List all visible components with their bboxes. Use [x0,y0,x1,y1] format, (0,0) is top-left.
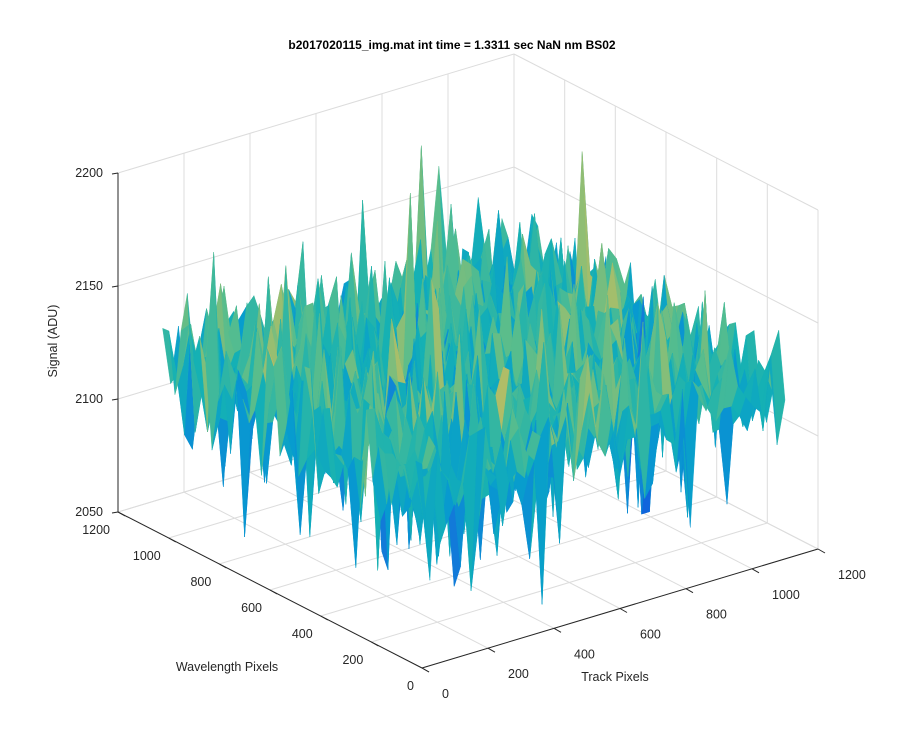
x-tick-label: 200 [508,667,529,681]
x-tick-label: 1200 [838,568,866,582]
y-tick-label: 600 [241,601,262,615]
z-tick-label: 2050 [75,505,103,519]
x-tick-label: 0 [442,687,449,701]
y-tick-label: 200 [342,653,363,667]
surface-patch [415,460,431,581]
x-tick-mark [817,548,826,554]
grid-line-y-floor [320,496,717,617]
grid-line-z-back-right [513,53,819,211]
x-tick-mark [619,608,628,613]
y-tick-mark [269,589,278,595]
grid-line-y-floor [371,522,768,643]
y-tick-mark [219,563,227,569]
y-tick-mark [421,667,430,673]
z-tick-mark [111,511,119,514]
y-axis-label: Wavelength Pixels [176,660,278,674]
x-tick-mark [751,568,760,574]
surface-layer [162,145,786,605]
z-tick-mark [111,398,119,401]
y-tick-mark [168,537,176,543]
x-tick-mark [685,588,694,594]
x-tick-label: 600 [640,628,661,642]
grid-line-z-back-left [117,166,515,287]
x-axis-label: Track Pixels [581,670,649,684]
grid-line-z-back-left [117,53,515,174]
y-tick-label: 1200 [82,523,110,537]
y-tick-mark [117,511,126,517]
z-tick-mark [111,172,119,175]
x-tick-mark [487,647,496,653]
x-tick-mark [553,627,562,633]
y-tick-label: 400 [292,627,313,641]
y-tick-mark [320,615,328,621]
chart-title: b2017020115_img.mat int time = 1.3311 se… [288,38,616,52]
grid-line-z-back-right [513,166,819,324]
y-tick-mark [371,641,379,647]
z-tick-label: 2200 [75,166,103,180]
z-axis-label: Signal (ADU) [46,305,60,378]
z-tick-label: 2100 [75,392,103,406]
y-tick-label: 1000 [133,549,161,563]
x-tick-label: 400 [574,647,595,661]
x-tick-label: 800 [706,608,727,622]
axes-layer: 0 200 400 600 800 1000 1200 0 200 400 600 800 1000 12… [75,166,866,701]
z-tick-label: 2150 [75,279,103,293]
y-tick-label: 0 [407,679,414,693]
z-tick-mark [111,285,119,288]
x-tick-label: 1000 [772,588,800,602]
y-tick-label: 800 [190,575,211,589]
